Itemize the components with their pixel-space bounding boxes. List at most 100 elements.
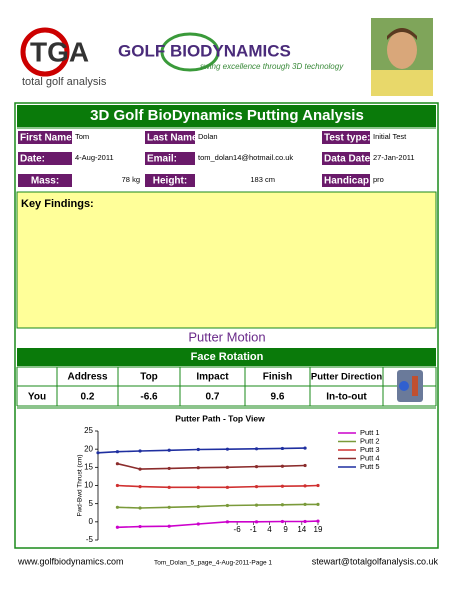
photo-shirt (371, 70, 433, 96)
info-value: 78 kg (122, 175, 140, 184)
data-point (167, 524, 171, 528)
face-rotation-table: Address Top Impact Finish Putter Direction Yo… (16, 366, 437, 407)
data-point (115, 483, 120, 488)
tga-logo: TGA total golf analysis (20, 27, 107, 88)
brand-logo-text: GOLF BIODYNAMICS (118, 41, 291, 60)
info-label-box (18, 174, 72, 187)
y-axis-label: Fwd-Bwd Thrust (cm) (77, 455, 84, 517)
data-point (254, 484, 259, 489)
info-label: Last Name: (147, 133, 201, 144)
data-point (303, 484, 307, 488)
photo (371, 18, 433, 96)
table-cell: -6.6 (140, 392, 158, 403)
table-cell: 9.6 (271, 392, 285, 403)
legend-label: Putt 2 (360, 436, 380, 445)
data-point (225, 447, 230, 451)
data-point (225, 503, 230, 508)
brand-logo: GOLF BIODYNAMICS swing excellence throug… (118, 32, 344, 72)
tga-ring (20, 27, 70, 77)
data-point (280, 484, 285, 488)
table-cell: 0.2 (81, 392, 95, 403)
icon-ball (399, 381, 409, 391)
info-label-box (18, 131, 72, 144)
info-label: Height: (153, 176, 187, 187)
data-point (138, 467, 142, 471)
x-tick-label: 19 (314, 525, 323, 534)
info-label-box (322, 131, 370, 144)
x-tick-label: -1 (250, 525, 258, 534)
data-point (254, 465, 259, 469)
x-tick-label: 14 (297, 525, 306, 534)
face-rotation-title: Face Rotation (191, 351, 264, 363)
y-tick-label: -5 (86, 535, 94, 544)
footer-center: Tom_Dolan_5_page_4-Aug-2011-Page 1 (154, 560, 272, 567)
info-label-box (145, 131, 195, 144)
photo-face (387, 31, 417, 69)
info-label-box (18, 152, 72, 165)
info-label-box (145, 174, 195, 187)
data-point (138, 449, 142, 453)
column-header: Finish (263, 372, 292, 383)
data-point (316, 502, 320, 506)
data-point (115, 505, 120, 509)
data-point (225, 485, 230, 489)
y-tick-label: 25 (84, 426, 93, 435)
info-grid: First Name: Tom Last Name:Dolan Test type: I… (18, 131, 415, 187)
column-header: Impact (196, 372, 229, 383)
y-tick-label: 0 (89, 517, 94, 526)
table-cell: 0.7 (206, 392, 220, 403)
y-tick-label: 10 (84, 481, 93, 490)
data-point (196, 447, 200, 452)
info-label: Test type: (324, 133, 371, 144)
info-value: tom_dolan14@hotmail.co.uk (198, 153, 293, 162)
legend-label: Putt 4 (360, 453, 380, 462)
key-findings-label: Key Findings: (21, 198, 94, 210)
footer-left: www.golfbiodynamics.com (17, 556, 124, 566)
series-line (117, 462, 306, 470)
info-value: 4-Aug-2011 (75, 153, 114, 162)
info-value: pro (373, 175, 384, 184)
putter-icon (397, 370, 423, 402)
column-header: Address (67, 372, 107, 383)
data-point (115, 525, 120, 529)
data-point (254, 520, 259, 524)
footer-right: stewart@totalgolfanalysis.co.uk (312, 556, 439, 566)
info-label-box (145, 152, 195, 165)
info-value: Initial Test (373, 132, 407, 141)
column-header: Top (140, 372, 158, 383)
x-tick-label: -6 (234, 525, 242, 534)
info-label-box (322, 174, 370, 187)
data-point (167, 505, 171, 509)
legend-label: Putt 3 (360, 445, 380, 454)
data-point (280, 503, 285, 507)
data-point (303, 502, 307, 506)
data-point (280, 446, 285, 451)
info-label: Mass: (31, 176, 59, 187)
photo-hair (387, 28, 417, 40)
info-label-box (322, 152, 370, 165)
table-cell: In-to-out (326, 392, 367, 403)
data-point (167, 448, 171, 452)
data-point (167, 485, 171, 489)
data-point (196, 504, 200, 509)
data-point (167, 466, 171, 471)
data-point (254, 447, 259, 451)
data-point (303, 519, 307, 524)
tga-logo-text: TGA (30, 36, 89, 67)
data-point (138, 506, 142, 510)
data-point (196, 466, 200, 470)
table-cell: You (28, 392, 46, 403)
data-point (225, 465, 230, 469)
face-rotation-bar (17, 348, 436, 366)
data-point (115, 450, 120, 454)
x-tick-label: 4 (267, 525, 272, 534)
chart-title: Putter Path - Top View (175, 413, 265, 423)
data-point (316, 483, 320, 488)
data-point (254, 503, 259, 507)
data-point (96, 451, 100, 455)
section-title: Putter Motion (188, 329, 265, 344)
info-value: Tom (75, 132, 89, 141)
data-point (115, 462, 120, 466)
info-label: First Name: (20, 133, 75, 144)
